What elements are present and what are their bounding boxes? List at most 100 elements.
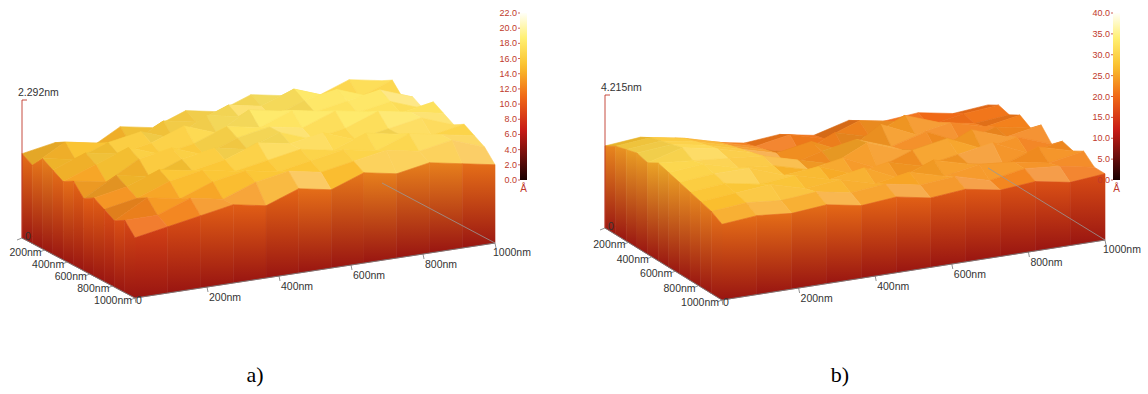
surface-cell [376, 134, 419, 152]
x-tick-label: 1000nm [1103, 243, 1141, 255]
x-axis [722, 240, 1105, 300]
colorbar-tick [1111, 117, 1113, 118]
x-tick-label: 400nm [281, 280, 313, 292]
left-wall [605, 146, 616, 235]
x-tick-label: 0 [136, 294, 142, 306]
left-wall [32, 159, 42, 249]
panel: 2.292nm0200nm400nm600nm800nm1000nm0200nm… [9, 8, 531, 387]
left-wall [637, 153, 648, 254]
colorbar-tick-label: 25.0 [1092, 71, 1110, 81]
front-wall [331, 173, 364, 268]
x-tick-label: 400nm [877, 280, 909, 292]
colorbar-tick [518, 28, 520, 29]
front-wall [168, 216, 201, 293]
x-tick [1028, 252, 1029, 257]
colorbar-tick-label: 5.0 [1097, 154, 1110, 164]
colorbar-tick-label: 15.0 [1092, 112, 1110, 122]
left-wall [94, 198, 104, 282]
surface-cell [223, 182, 266, 206]
surface-cell [235, 160, 278, 171]
surface-cell [278, 161, 321, 172]
colorbar-bar [520, 13, 527, 180]
colorbar-tick [1111, 180, 1113, 181]
colorbar-tick [518, 104, 520, 105]
colorbar-tick [1111, 96, 1113, 97]
left-wall [84, 198, 94, 276]
y-tick-label: 0 [25, 230, 31, 242]
left-wall [679, 182, 690, 280]
y-tick-label: 600nm [55, 270, 87, 282]
left-wall [701, 202, 712, 294]
side-walls [22, 154, 495, 298]
front-wall [429, 163, 462, 253]
surface-cell [875, 172, 920, 185]
colorbar-tick-label: 12.0 [499, 84, 517, 94]
left-wall [43, 159, 53, 255]
colorbar-tick [518, 119, 520, 120]
colorbar: 0.02.04.06.08.010.012.014.016.018.020.02… [499, 8, 527, 194]
colorbar-tick-label: 10.0 [499, 99, 517, 109]
front-wall [1000, 182, 1035, 257]
colorbar-tick-label: 10.0 [1092, 133, 1110, 143]
y-tick-label: 600nm [640, 267, 672, 279]
colorbar: 0.05.010.015.020.025.030.035.040.0Å [1092, 8, 1120, 194]
left-wall [125, 220, 135, 298]
surface-cell [192, 160, 235, 171]
colorbar-tick-label: 30.0 [1092, 50, 1110, 60]
surface-cell [401, 102, 444, 113]
x-tick-label: 0 [723, 296, 729, 308]
colorbar-tick-label: 14.0 [499, 69, 517, 79]
surface-cell [1049, 151, 1095, 167]
y-tick-label: 200nm [593, 238, 625, 250]
front-wall [1035, 182, 1070, 251]
left-wall [626, 150, 637, 248]
colorbar-tick [518, 180, 520, 181]
left-wall [658, 163, 669, 267]
colorbar-tick-label: 20.0 [499, 23, 517, 33]
front-wall [201, 205, 234, 288]
front-wall [722, 216, 757, 300]
front-wall [233, 205, 266, 283]
surface-cell [431, 124, 474, 135]
front-wall [757, 213, 792, 294]
panel: 4.215nm0200nm400nm600nm800nm1000nm0200nm… [593, 8, 1141, 387]
colorbar-tick [1111, 54, 1113, 55]
front-wall [966, 189, 1001, 262]
colorbar-tick-label: 0.0 [1097, 175, 1110, 185]
colorbar-tick [518, 73, 520, 74]
colorbar-tick [1111, 138, 1113, 139]
colorbar-tick-label: 35.0 [1092, 29, 1110, 39]
front-wall [896, 197, 930, 273]
z-tick-label: 2.292nm [18, 86, 59, 98]
front-wall [792, 205, 827, 289]
colorbar-tick [518, 88, 520, 89]
left-wall [53, 170, 63, 260]
y-tick [600, 228, 605, 230]
y-tick-label: 800nm [77, 282, 109, 294]
left-wall [114, 220, 124, 292]
x-tick [952, 264, 953, 269]
x-tick [279, 276, 280, 281]
x-tick-label: 200nm [209, 291, 241, 303]
base-edge [382, 183, 495, 243]
front-wall [827, 205, 862, 284]
front-wall [397, 163, 430, 258]
axes: 2.292nm0200nm400nm600nm800nm1000nm0200nm… [9, 86, 531, 306]
y-tick-label: 200nm [9, 246, 41, 258]
z-tick [605, 95, 610, 96]
z-tick [22, 100, 27, 101]
colorbar-tick [518, 13, 520, 14]
surface-cell [180, 182, 223, 200]
colorbar-tick-label: 6.0 [504, 129, 517, 139]
surface-cell [259, 110, 302, 128]
surface-cell [63, 165, 106, 183]
y-tick [17, 238, 22, 240]
z-axis [22, 100, 23, 238]
axes: 4.215nm0200nm400nm600nm800nm1000nm0200nm… [593, 81, 1141, 308]
colorbar-tick-label: 22.0 [499, 8, 517, 18]
side-walls [605, 146, 1105, 300]
left-wall [690, 192, 701, 287]
front-wall [364, 173, 397, 263]
left-wall [711, 211, 722, 300]
colorbar-tick [518, 134, 520, 135]
